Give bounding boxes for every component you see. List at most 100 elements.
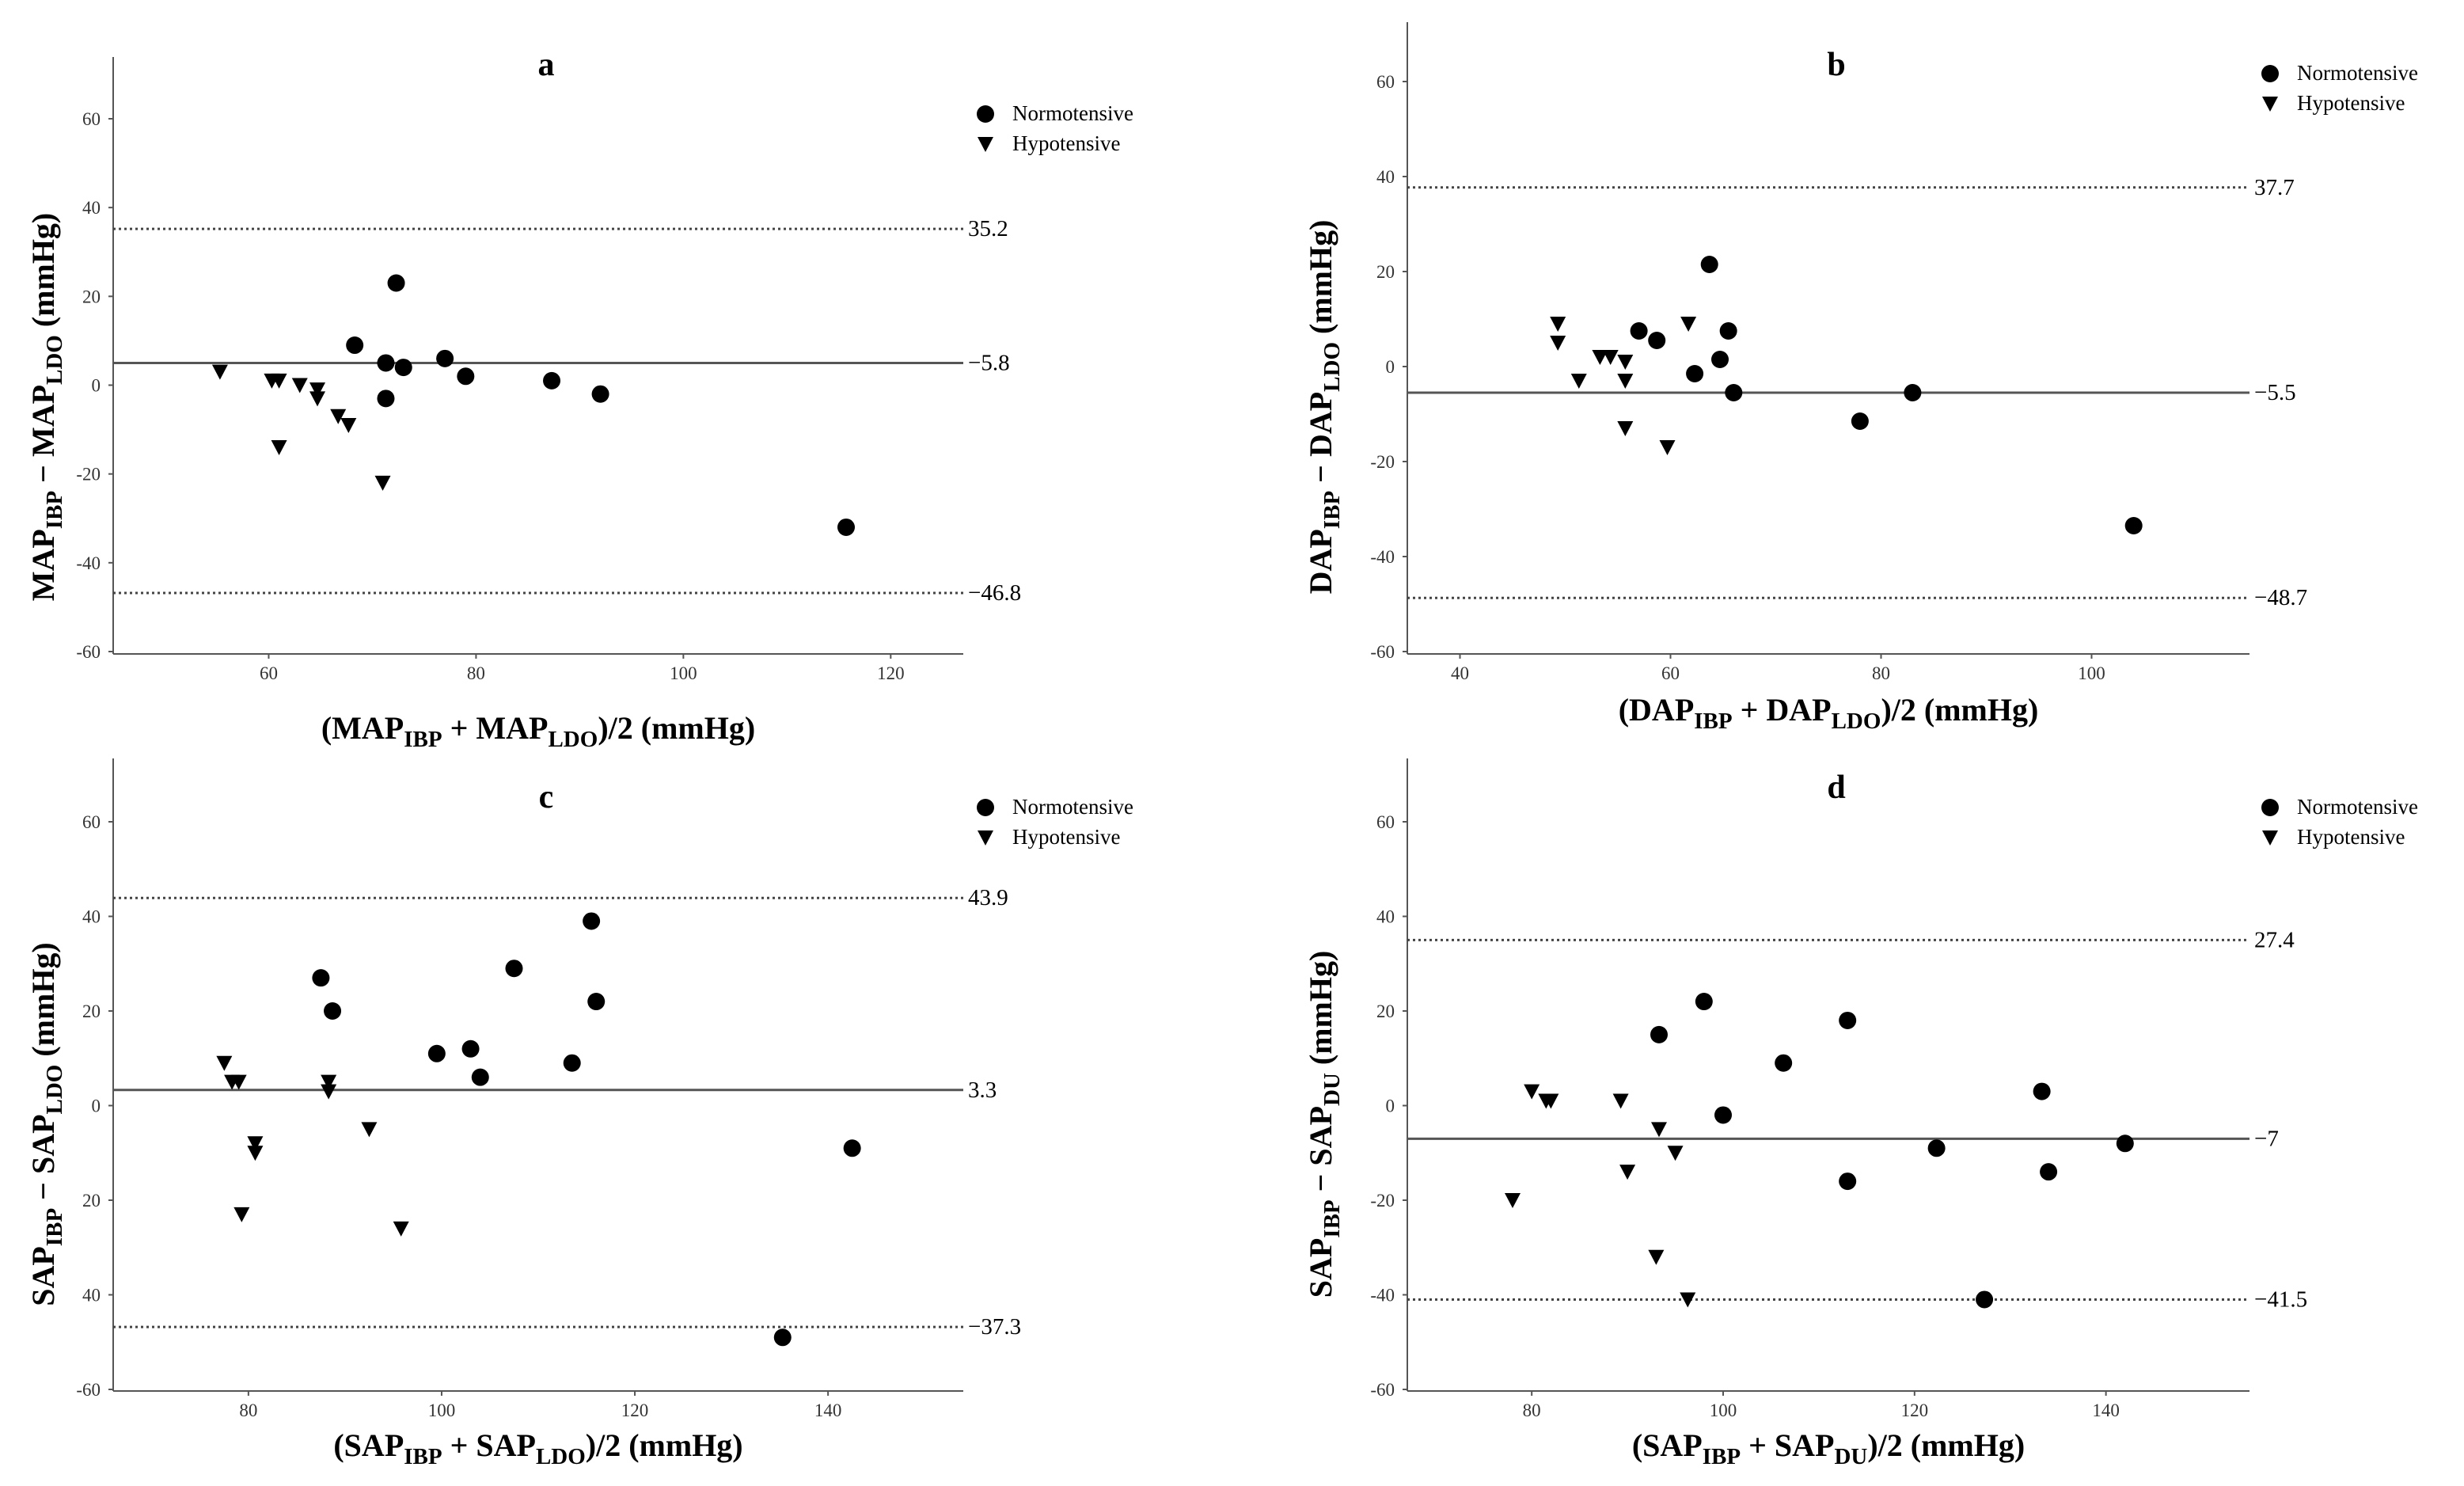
y-tick-label: 40 xyxy=(1376,167,1395,187)
normotensive-point xyxy=(591,385,609,403)
label-segment: + DAP xyxy=(1733,692,1832,728)
x-tick-label: 100 xyxy=(1710,1400,1737,1420)
label-subscript: LDO xyxy=(536,1444,586,1469)
y-tick-label: -20 xyxy=(1370,452,1395,472)
hypotensive-point xyxy=(393,1221,409,1237)
normotensive-point xyxy=(1927,1139,1946,1157)
label-segment: (MAP xyxy=(321,710,404,746)
normotensive-legend-icon xyxy=(977,105,994,123)
x-tick-label: 140 xyxy=(814,1400,842,1420)
hypotensive-point xyxy=(230,1074,247,1090)
normotensive-point xyxy=(505,960,523,978)
hypotensive-point xyxy=(291,378,308,393)
hypotensive-point xyxy=(1667,1146,1684,1161)
normotensive-point xyxy=(461,1039,480,1058)
label-segment: + SAP xyxy=(1741,1427,1834,1463)
y-tick-label: -40 xyxy=(1370,1286,1395,1305)
hypotensive-point xyxy=(216,1055,233,1071)
normotensive-point xyxy=(1695,993,1713,1011)
y-tick-label: 20 xyxy=(1376,262,1395,282)
label-segment: (mmHg) xyxy=(25,213,61,335)
normotensive-point xyxy=(837,518,855,536)
label-segment: (DAP xyxy=(1619,692,1695,728)
y-tick-label: 60 xyxy=(82,812,101,832)
x-tick-label: 120 xyxy=(877,663,905,683)
label-segment: )/2 (mmHg) xyxy=(586,1427,743,1463)
label-segment: − SAP xyxy=(25,1114,61,1207)
legend-label-hypotensive: Hypotensive xyxy=(2297,825,2405,849)
x-tick-label: 100 xyxy=(2078,663,2105,683)
x-axis-title: (DAPIBP + DAPLDO)/2 (mmHg) xyxy=(1619,692,2039,734)
x-axis-title: (SAPIBP + SAPDU)/2 (mmHg) xyxy=(1632,1427,2025,1469)
normotensive-point xyxy=(471,1068,489,1086)
hypotensive-point xyxy=(1650,1122,1667,1138)
hypotensive-point xyxy=(211,364,228,380)
y-tick-label: 0 xyxy=(1386,1096,1395,1116)
label-subscript: LDO xyxy=(1832,709,1881,734)
label-segment: )/2 (mmHg) xyxy=(1881,692,2038,728)
hypotensive-point xyxy=(361,1122,378,1138)
x-tick-label: 80 xyxy=(1523,1400,1541,1420)
label-segment: + MAP xyxy=(442,710,549,746)
x-tick-label: 40 xyxy=(1451,663,1469,683)
limit-of-agreement-label: 35.2 xyxy=(968,216,1008,241)
legend-label-normotensive: Normotensive xyxy=(2297,61,2418,85)
normotensive-point xyxy=(1648,332,1666,349)
y-tick-label: -40 xyxy=(76,553,101,573)
y-tick-label: 40 xyxy=(82,907,101,927)
hypotensive-point xyxy=(340,417,357,433)
limit-of-agreement-label: 27.4 xyxy=(2254,927,2295,952)
label-subscript: DU xyxy=(1319,1073,1345,1106)
hypotensive-point xyxy=(1602,350,1619,365)
y-tick-label: 60 xyxy=(1376,812,1395,832)
normotensive-point xyxy=(2040,1163,2058,1181)
normotensive-point xyxy=(2033,1082,2051,1100)
x-tick-label: 140 xyxy=(2092,1400,2120,1420)
normotensive-point xyxy=(1839,1172,1857,1191)
y-axis-title: SAPIBP − SAPLDO (mmHg) xyxy=(25,942,67,1306)
hypotensive-legend-icon xyxy=(2262,97,2278,112)
y-tick-label: 20 xyxy=(82,287,101,306)
legend: Normotensive Hypotensive xyxy=(2261,795,2418,849)
series-hypotensive xyxy=(211,364,391,491)
y-tick-label: -60 xyxy=(1370,642,1395,662)
series-hypotensive xyxy=(1505,1084,1696,1308)
hypotensive-point xyxy=(1617,421,1634,436)
hypotensive-point xyxy=(321,1074,337,1090)
hypotensive-legend-icon xyxy=(2262,830,2278,846)
hypotensive-point xyxy=(330,409,347,424)
label-segment: (mmHg) xyxy=(25,942,61,1064)
label-subscript: IBP xyxy=(404,727,442,752)
label-subscript: DU xyxy=(1834,1444,1867,1469)
x-tick-label: 60 xyxy=(260,663,278,683)
y-axis-title: DAPIBP − DAPLDO (mmHg) xyxy=(1303,220,1345,595)
y-axis-title: MAPIBP − MAPLDO (mmHg) xyxy=(25,213,67,602)
y-tick-label: 20 xyxy=(1376,1001,1395,1021)
x-tick-label: 120 xyxy=(621,1400,649,1420)
normotensive-point xyxy=(843,1139,861,1157)
limit-of-agreement-label: −46.8 xyxy=(968,580,1021,606)
limit-of-agreement-label: −37.3 xyxy=(968,1314,1021,1340)
panel-a: -60 -40 -20 0 20 40 60 60 80 100 120 35.2 −46.8 −5.8 a… xyxy=(25,47,1133,752)
normotensive-point xyxy=(1976,1290,1994,1309)
normotensive-point xyxy=(312,969,330,987)
y-tick-label: 60 xyxy=(82,109,101,129)
normotensive-point xyxy=(1686,365,1704,382)
x-tick-label: 120 xyxy=(1901,1400,1929,1420)
normotensive-point xyxy=(427,1044,446,1062)
label-subscript: LDO xyxy=(1319,342,1345,392)
label-subscript: LDO xyxy=(42,335,67,385)
series-normotensive xyxy=(1630,256,2143,534)
hypotensive-point xyxy=(1680,1292,1696,1308)
hypotensive-point xyxy=(374,475,391,491)
x-tick-label: 80 xyxy=(1872,663,1890,683)
normotensive-legend-icon xyxy=(977,799,994,816)
hypotensive-point xyxy=(1550,317,1566,332)
mean-bias-label: −5.8 xyxy=(968,350,1010,375)
normotensive-point xyxy=(1725,384,1743,401)
normotensive-point xyxy=(1700,256,1718,273)
panel-title: c xyxy=(539,779,554,815)
hypotensive-point xyxy=(271,440,287,456)
